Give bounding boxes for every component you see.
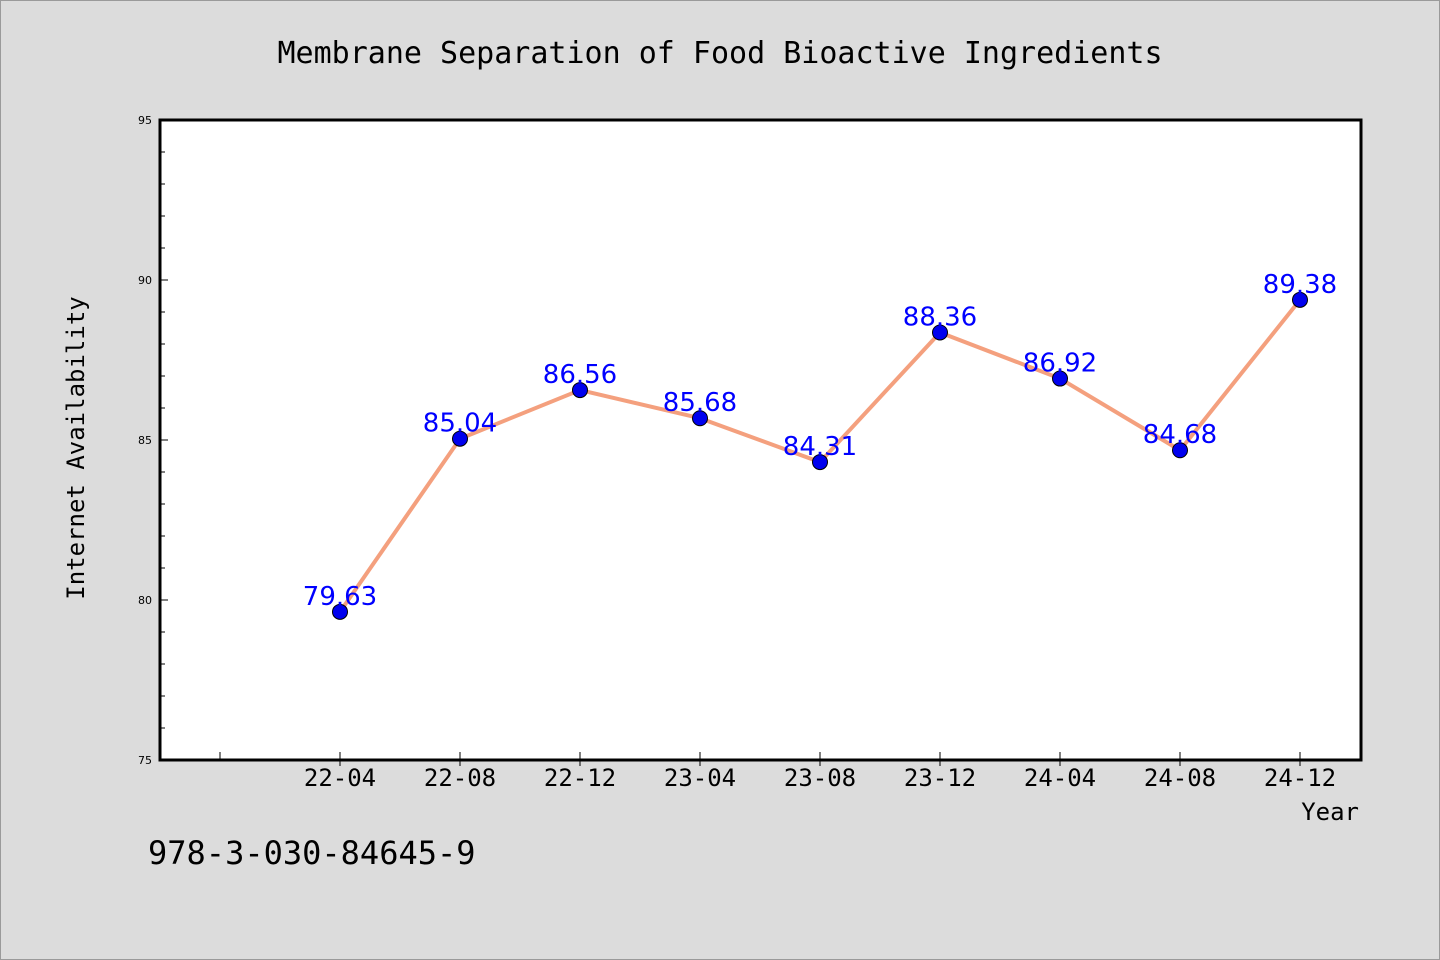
y-tick-label: 80 <box>138 594 152 607</box>
x-axis-label: Year <box>1301 798 1359 826</box>
x-tick-label: 22-12 <box>544 764 616 792</box>
y-axis: 75 80 85 90 95 <box>138 114 168 767</box>
data-point-marker <box>932 324 948 341</box>
y-tick-label: 95 <box>138 114 152 127</box>
data-point-marker <box>812 454 828 471</box>
chart-title: Membrane Separation of Food Bioactive In… <box>277 36 1162 71</box>
data-value-label: 84.31 <box>783 432 857 462</box>
data-point-marker <box>1172 442 1188 459</box>
data-value-label: 86.56 <box>543 360 617 390</box>
data-value-label: 85.68 <box>663 388 737 418</box>
data-point-marker <box>692 410 708 427</box>
x-tick-label: 23-08 <box>784 764 856 792</box>
series-line-group: 79.63 85.04 86.56 85.68 84.31 88.36 86.92 84.68… <box>303 270 1337 620</box>
data-value-label: 79.63 <box>303 582 377 612</box>
y-tick-label: 75 <box>138 754 152 767</box>
y-tick-label: 90 <box>138 274 152 287</box>
x-axis: 22-04 22-08 22-12 23-04 23-08 23-12 24-04 24-08… <box>219 752 1336 792</box>
data-point-marker <box>572 382 588 399</box>
data-point-marker <box>452 430 468 447</box>
data-value-label: 85.04 <box>423 409 497 439</box>
x-tick-label: 22-08 <box>424 764 496 792</box>
data-point-marker <box>1052 370 1068 387</box>
x-tick-label: 23-04 <box>664 764 736 792</box>
data-value-label: 84.68 <box>1143 420 1217 450</box>
x-tick-label: 24-08 <box>1144 764 1216 792</box>
x-tick-label: 24-04 <box>1024 764 1096 792</box>
data-point-marker <box>332 603 348 620</box>
data-point-marker <box>1292 291 1308 308</box>
x-tick-label: 23-12 <box>904 764 976 792</box>
data-value-label: 86.92 <box>1023 349 1097 379</box>
data-value-label: 89.38 <box>1263 270 1337 300</box>
isbn-annotation: 978-3-030-84645-9 <box>148 834 476 872</box>
y-tick-label: 85 <box>138 434 152 447</box>
x-tick-label: 24-12 <box>1264 764 1336 792</box>
x-tick-label: 22-04 <box>304 764 376 792</box>
data-value-label: 88.36 <box>903 302 977 332</box>
y-axis-label: Internet Availability <box>62 296 90 599</box>
